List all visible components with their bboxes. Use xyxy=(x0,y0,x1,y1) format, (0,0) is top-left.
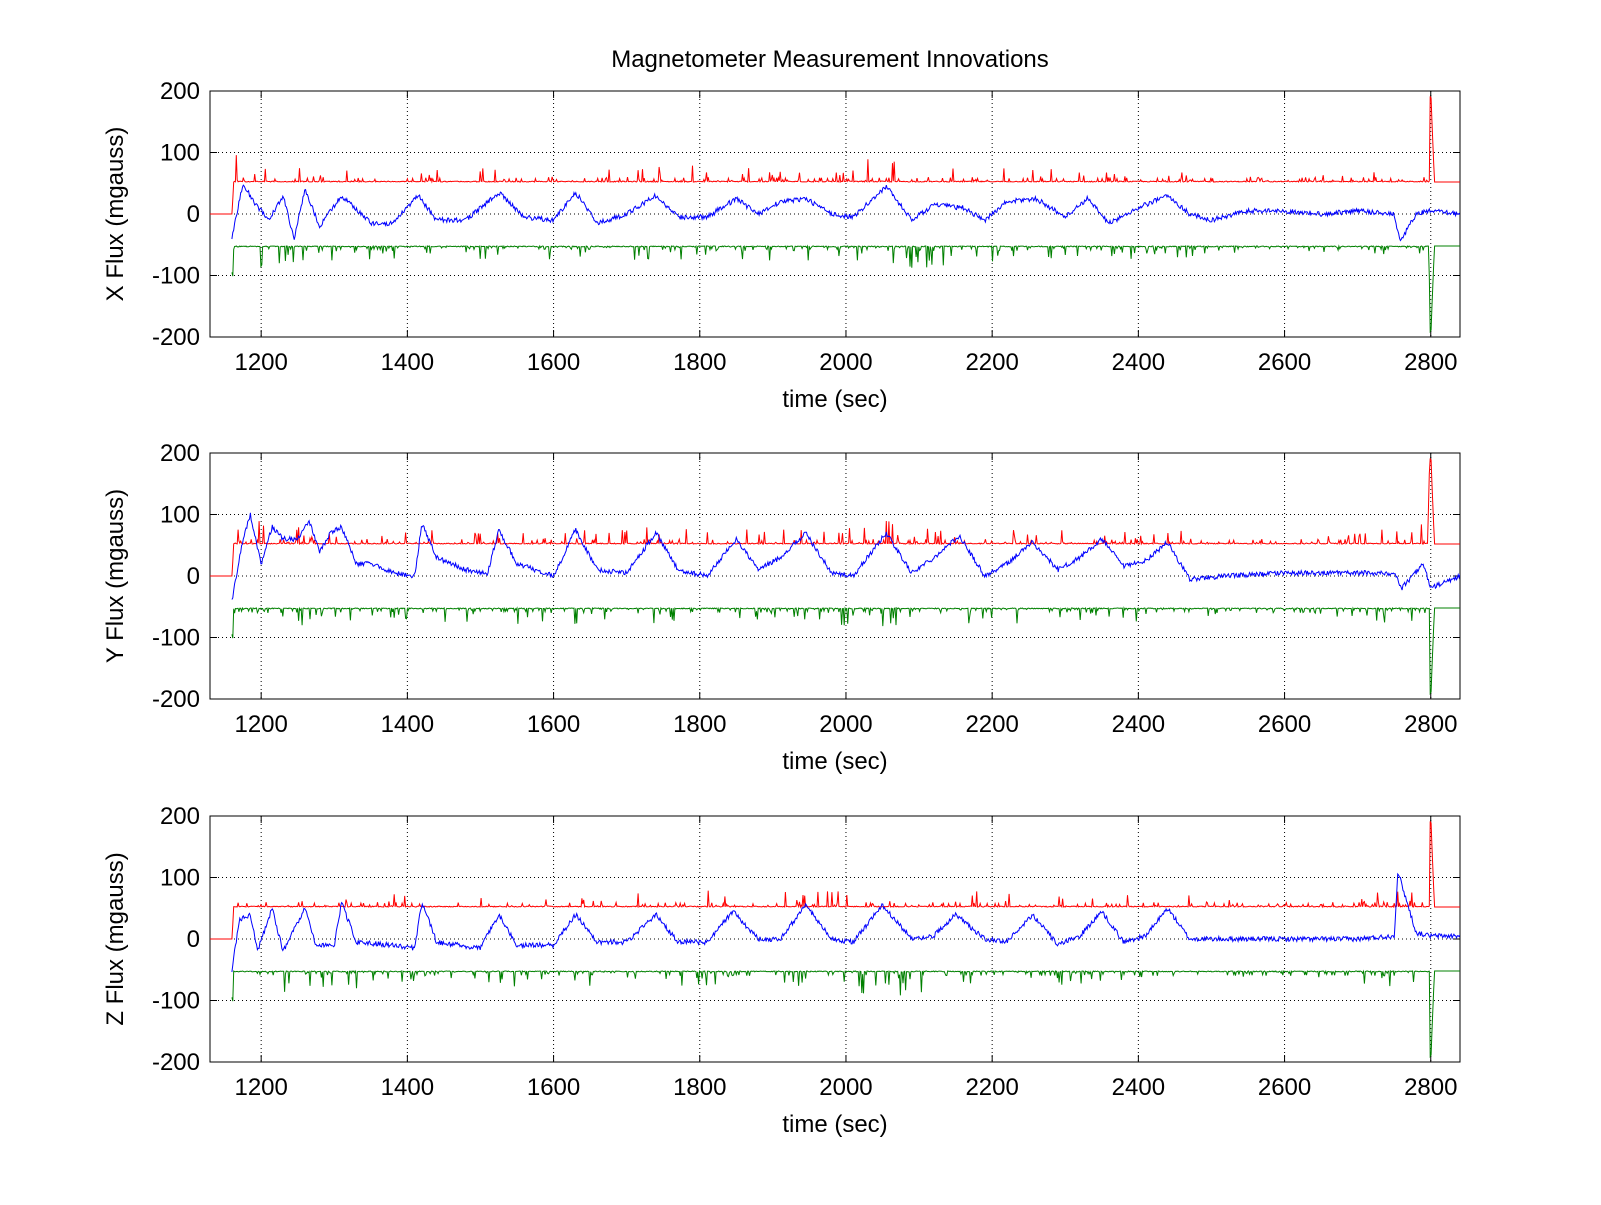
x-tick-label: 1600 xyxy=(527,349,580,376)
y-tick-label: -100 xyxy=(152,625,200,652)
x-tick-label: 2200 xyxy=(965,349,1018,376)
x-tick-label: 1400 xyxy=(381,349,434,376)
y-axis-label: Y Flux (mgauss) xyxy=(102,489,129,663)
subplot-2: 1200 1400 1600 1800 2000 2200 2400 2600 2800 200 1… xyxy=(102,440,1461,775)
x-tick-label: 1400 xyxy=(381,711,434,738)
x-tick-label: 1200 xyxy=(234,711,287,738)
x-tick-label: 1800 xyxy=(673,349,726,376)
x-tick-label: 2200 xyxy=(965,1074,1018,1101)
x-tick-label: 1800 xyxy=(673,711,726,738)
y-tick-label: 200 xyxy=(160,78,200,105)
y-tick-label: -200 xyxy=(152,686,200,713)
x-tick-label: 2800 xyxy=(1404,1074,1457,1101)
x-tick-label: 2600 xyxy=(1258,711,1311,738)
series-line-innovation xyxy=(231,512,1460,600)
x-tick-label: 1600 xyxy=(527,1074,580,1101)
x-tick-label: 2600 xyxy=(1258,1074,1311,1101)
y-axis-label: X Flux (mgauss) xyxy=(102,127,129,302)
x-tick-label: 2000 xyxy=(819,1074,872,1101)
y-tick-label: -100 xyxy=(152,988,200,1015)
x-tick-label: 2000 xyxy=(819,711,872,738)
x-tick-label: 2600 xyxy=(1258,349,1311,376)
x-tick-label: 1800 xyxy=(673,1074,726,1101)
x-tick-label: 2800 xyxy=(1404,711,1457,738)
series-line-upper xyxy=(210,458,1460,577)
y-tick-label: 0 xyxy=(187,201,200,228)
x-axis-label: time (sec) xyxy=(782,386,887,413)
axes-container: 1200 1400 1600 1800 2000 2200 2400 2600 28002001… xyxy=(102,78,1461,1138)
subplot-1: 1200 1400 1600 1800 2000 2200 2400 2600 2800 200 1… xyxy=(102,78,1461,413)
y-tick-label: 100 xyxy=(160,502,200,529)
y-tick-label: 200 xyxy=(160,440,200,467)
y-tick-label: -200 xyxy=(152,324,200,351)
series-line-innovation xyxy=(231,184,1460,242)
y-tick-label: -100 xyxy=(152,263,200,290)
y-axis-label: Z Flux (mgauss) xyxy=(102,852,129,1025)
x-tick-label: 1200 xyxy=(234,349,287,376)
x-tick-label: 1400 xyxy=(381,1074,434,1101)
series-line-lower xyxy=(231,969,1460,1059)
y-tick-label: 0 xyxy=(187,563,200,590)
series-line-upper xyxy=(210,96,1460,215)
x-tick-label: 2200 xyxy=(965,711,1018,738)
x-tick-label: 2400 xyxy=(1112,711,1165,738)
x-tick-label: 2800 xyxy=(1404,349,1457,376)
series-line-innovation xyxy=(231,872,1460,973)
subplot-3: 1200 1400 1600 1800 2000 2200 2400 2600 2800 200 1… xyxy=(102,803,1461,1138)
y-tick-label: -200 xyxy=(152,1049,200,1076)
y-tick-label: 100 xyxy=(160,140,200,167)
y-tick-label: 200 xyxy=(160,803,200,830)
x-tick-label: 2400 xyxy=(1112,1074,1165,1101)
series-line-lower xyxy=(231,244,1460,334)
x-axis-label: time (sec) xyxy=(782,748,887,775)
y-tick-label: 0 xyxy=(187,926,200,953)
series-line-lower xyxy=(231,606,1460,696)
y-tick-label: 100 xyxy=(160,865,200,892)
x-tick-label: 1600 xyxy=(527,711,580,738)
series-line-upper xyxy=(210,821,1460,940)
x-axis-label: time (sec) xyxy=(782,1111,887,1138)
x-tick-label: 1200 xyxy=(234,1074,287,1101)
x-tick-label: 2400 xyxy=(1112,349,1165,376)
x-tick-label: 2000 xyxy=(819,349,872,376)
chart-title: Magnetometer Measurement Innovations xyxy=(611,46,1049,73)
